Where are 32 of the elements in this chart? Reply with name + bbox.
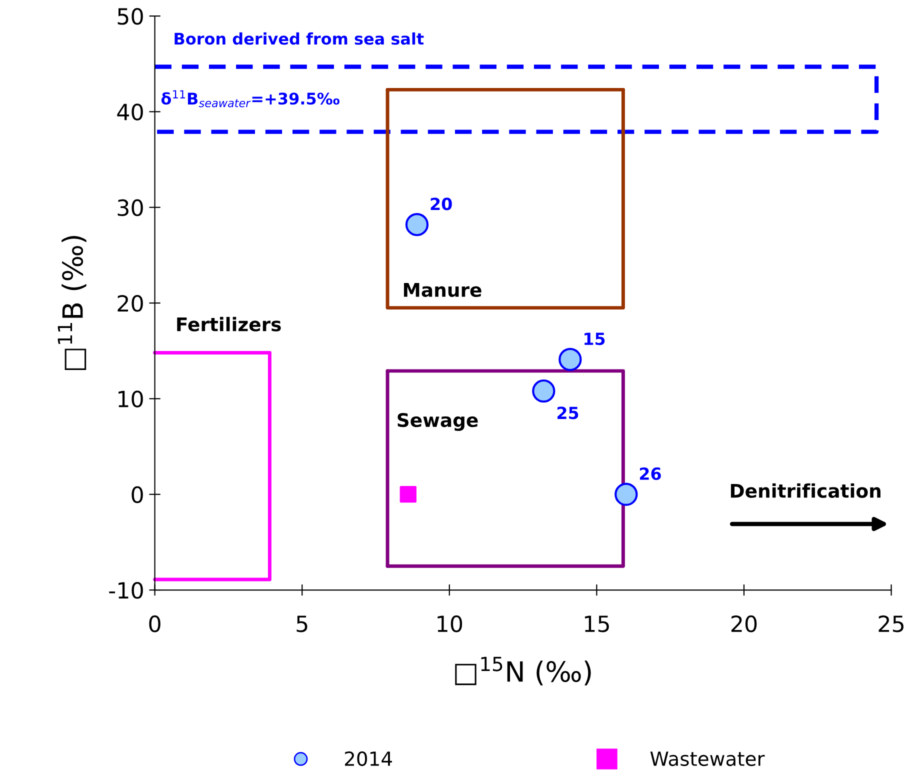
annotation: Boron derived from sea salt bbox=[174, 32, 424, 45]
annotation: 20 bbox=[430, 198, 452, 210]
y-tick-label: 20 bbox=[118, 294, 143, 312]
x-tick-label: 15 bbox=[584, 616, 609, 632]
legend-label: Wastewater bbox=[650, 752, 765, 766]
y-tick-label: 10 bbox=[118, 390, 143, 408]
x-axis-title: □$^{15}$N (‰) bbox=[455, 656, 591, 686]
annotation: Denitrification bbox=[730, 483, 880, 498]
point bbox=[558, 348, 582, 372]
point bbox=[405, 213, 429, 236]
annotation: Manure bbox=[404, 283, 482, 297]
annotation: 15 bbox=[584, 332, 605, 346]
y-tick-label: 0 bbox=[132, 486, 143, 504]
annotation: 26 bbox=[640, 467, 661, 480]
x-tick-label: 20 bbox=[731, 615, 757, 632]
y-tick-label: 40 bbox=[117, 104, 143, 120]
annotation: Fertilizers bbox=[177, 316, 281, 332]
point bbox=[400, 486, 416, 503]
annotation: Sewage bbox=[398, 412, 478, 431]
y-axis-title: □$^{11}$B (‰) bbox=[58, 236, 86, 370]
annotation: δ$^{11}$B$_{seawater}$=+39.5‰ bbox=[161, 90, 340, 108]
point bbox=[614, 482, 638, 506]
legend-label: 2014 bbox=[344, 751, 392, 766]
y-tick-label: 50 bbox=[118, 8, 143, 25]
y-tick-label: -10 bbox=[109, 582, 143, 599]
y-tick-label: 30 bbox=[118, 199, 143, 216]
x-tick-label: 5 bbox=[296, 616, 308, 632]
point bbox=[532, 379, 556, 403]
x-tick-label: 0 bbox=[149, 615, 160, 632]
x-tick-label: 25 bbox=[878, 615, 904, 632]
x-tick-label: 10 bbox=[438, 615, 462, 632]
annotation: 25 bbox=[557, 406, 578, 420]
